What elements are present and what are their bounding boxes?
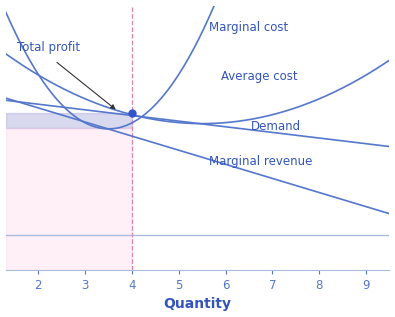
Text: Marginal cost: Marginal cost (209, 21, 288, 34)
Text: Total profit: Total profit (17, 41, 81, 54)
Text: Marginal revenue: Marginal revenue (209, 155, 312, 168)
Text: Average cost: Average cost (221, 69, 297, 82)
X-axis label: Quantity: Quantity (164, 297, 231, 311)
Text: Demand: Demand (251, 120, 301, 133)
